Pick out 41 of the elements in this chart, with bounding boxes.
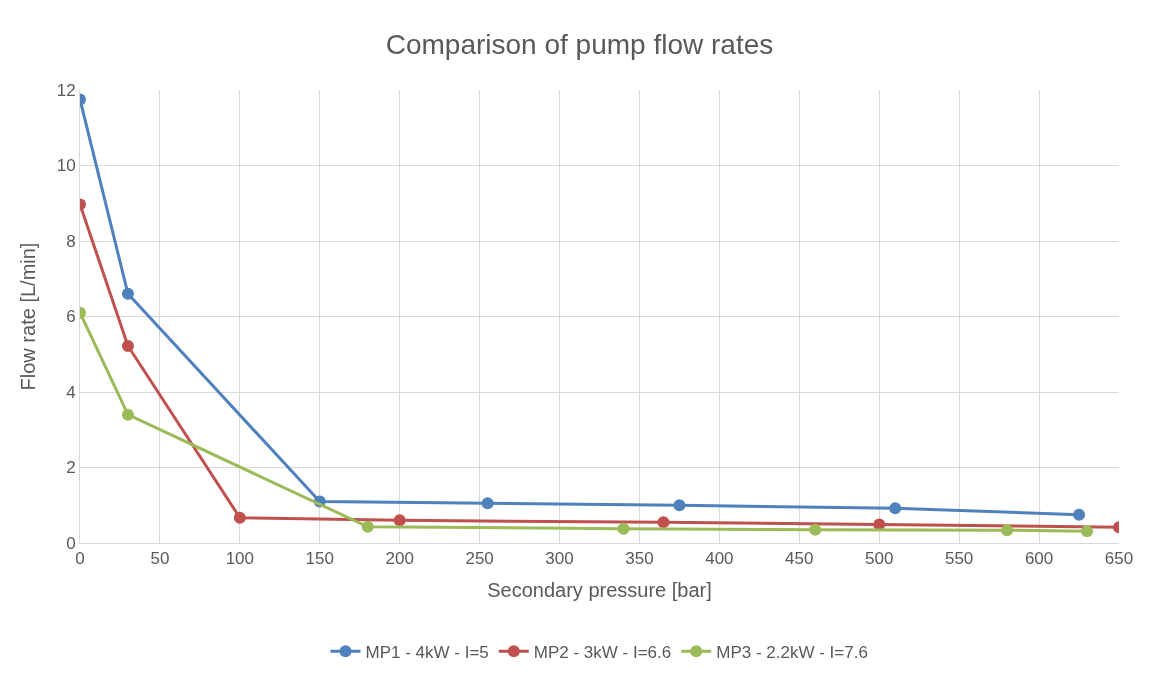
legend-label: MP1 - 4kW - I=5 [365,642,489,662]
y-tick-label: 6 [66,307,76,327]
y-tick-label: 8 [66,231,76,251]
point [889,502,902,515]
x-tick-label: 200 [385,549,414,569]
point [121,287,134,300]
point [673,499,686,512]
x-tick-label: 250 [465,549,494,569]
y-axis-title: Flow rate [L/min] [17,242,40,391]
x-tick-label: 300 [545,549,574,569]
x-tick-label: 550 [944,549,974,569]
x-tick-label: 600 [1024,549,1054,569]
y-tick-label: 4 [66,382,76,402]
point [481,497,494,510]
x-axis-title: Secondary pressure [bar] [487,578,712,601]
point [121,339,134,352]
legend-label: MP2 - 3kW - I=6.6 [533,642,672,662]
point [233,511,246,524]
point [1001,524,1014,537]
point [1081,525,1094,538]
point [1073,508,1086,521]
y-tick-label: 10 [56,156,76,176]
x-tick-label: 500 [865,549,894,569]
point [121,408,134,421]
y-tick-label: 0 [66,533,76,553]
y-tick-label: 12 [56,80,76,100]
point [361,520,374,533]
x-tick-label: 650 [1104,549,1134,569]
point [809,523,822,536]
point [393,514,406,527]
legend-label: MP3 - 2.2kW - I=7.6 [716,642,868,662]
x-tick-label: 50 [150,549,170,569]
x-tick-label: 450 [785,549,814,569]
chart-title: Comparison of pump flow rates [385,28,774,60]
x-tick-label: 100 [225,549,255,569]
point [657,516,670,529]
point [617,522,630,535]
x-tick-label: 150 [305,549,334,569]
x-tick-label: 400 [705,549,734,569]
x-tick-label: 350 [625,549,654,569]
y-tick-label: 2 [66,458,76,478]
